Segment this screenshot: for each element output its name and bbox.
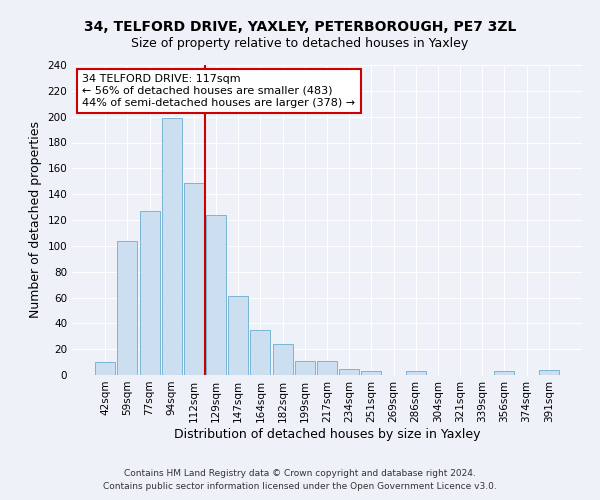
Text: Contains public sector information licensed under the Open Government Licence v3: Contains public sector information licen… — [103, 482, 497, 491]
Text: Size of property relative to detached houses in Yaxley: Size of property relative to detached ho… — [131, 38, 469, 51]
Bar — [272, 344, 293, 375]
Text: 34, TELFORD DRIVE, YAXLEY, PETERBOROUGH, PE7 3ZL: 34, TELFORD DRIVE, YAXLEY, PETERBOROUGH,… — [84, 20, 516, 34]
Bar — [361, 371, 382, 375]
Bar — [162, 118, 182, 375]
Y-axis label: Number of detached properties: Number of detached properties — [29, 122, 42, 318]
Bar — [184, 182, 204, 375]
Bar — [539, 370, 559, 375]
Bar — [295, 361, 315, 375]
Bar — [250, 330, 271, 375]
X-axis label: Distribution of detached houses by size in Yaxley: Distribution of detached houses by size … — [174, 428, 480, 440]
Bar — [406, 371, 426, 375]
Bar — [317, 361, 337, 375]
Text: Contains HM Land Registry data © Crown copyright and database right 2024.: Contains HM Land Registry data © Crown c… — [124, 468, 476, 477]
Bar — [118, 240, 137, 375]
Bar — [206, 215, 226, 375]
Text: 34 TELFORD DRIVE: 117sqm
← 56% of detached houses are smaller (483)
44% of semi-: 34 TELFORD DRIVE: 117sqm ← 56% of detach… — [82, 74, 355, 108]
Bar — [95, 362, 115, 375]
Bar — [228, 296, 248, 375]
Bar — [494, 371, 514, 375]
Bar — [339, 368, 359, 375]
Bar — [140, 211, 160, 375]
